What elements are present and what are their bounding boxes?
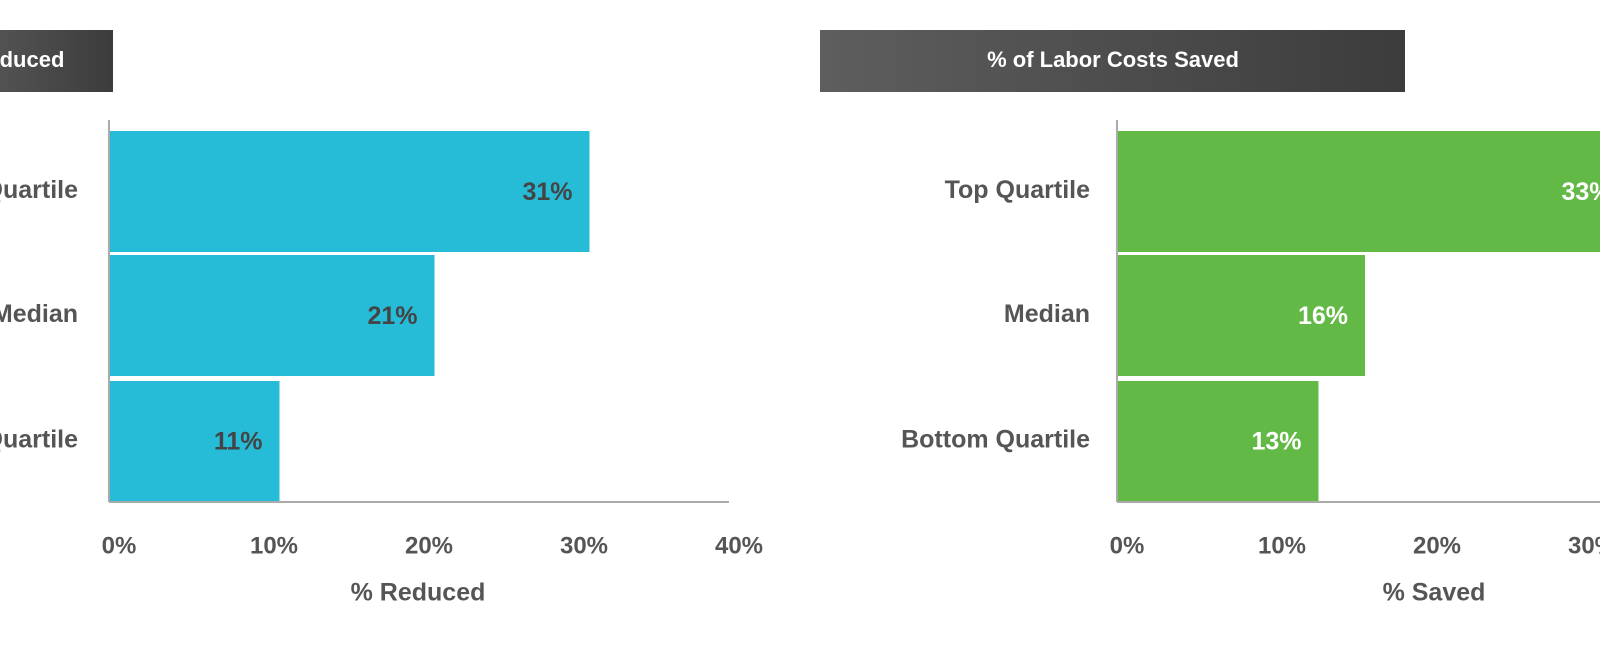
- chart-title: duced: [0, 47, 64, 72]
- x-axis-label: % Reduced: [351, 579, 486, 607]
- category-label: Bottom Quartile: [0, 426, 78, 454]
- category-label: Median: [0, 300, 78, 328]
- value-label: 31%: [522, 178, 572, 206]
- value-label: 11%: [214, 428, 263, 456]
- x-tick-label: 20%: [405, 532, 453, 559]
- bar: [1117, 255, 1365, 376]
- value-label: 21%: [367, 302, 417, 330]
- x-tick-label: 30%: [1568, 532, 1600, 559]
- x-tick-label: 30%: [560, 532, 608, 559]
- bar: [1117, 131, 1600, 252]
- bar: [1117, 381, 1319, 501]
- bar: [109, 131, 590, 252]
- category-label: Top Quartile: [0, 176, 78, 204]
- value-label: 16%: [1298, 302, 1348, 330]
- chart-title: % of Labor Costs Saved: [987, 47, 1239, 72]
- category-label: Median: [1004, 300, 1090, 328]
- x-tick-label: 40%: [715, 532, 763, 559]
- x-tick-label: 0%: [1110, 532, 1145, 559]
- bar: [109, 255, 435, 376]
- title-box: [0, 30, 113, 92]
- title-box: [820, 30, 1405, 92]
- value-label: 13%: [1251, 428, 1301, 456]
- category-label: Top Quartile: [945, 176, 1090, 204]
- value-label: 33%: [1561, 178, 1600, 206]
- x-tick-label: 20%: [1413, 532, 1461, 559]
- bar: [109, 381, 280, 501]
- category-label: Bottom Quartile: [901, 426, 1090, 454]
- x-axis-label: % Saved: [1383, 579, 1486, 607]
- x-tick-label: 0%: [102, 532, 137, 559]
- x-tick-label: 10%: [250, 532, 298, 559]
- x-tick-label: 10%: [1258, 532, 1306, 559]
